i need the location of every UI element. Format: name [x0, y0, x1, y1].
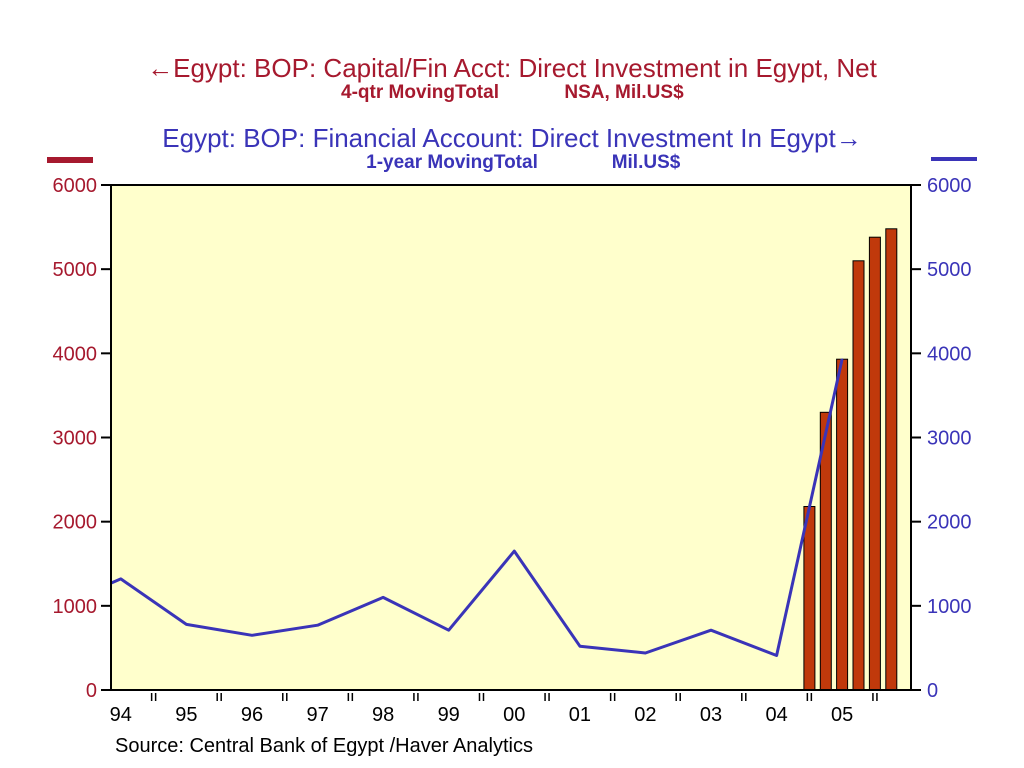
- title-right-main: Egypt: BOP: Financial Account: Direct In…: [162, 123, 861, 153]
- y-left-label-0: 0: [86, 680, 97, 702]
- y-left-label-5: 5000: [53, 259, 98, 281]
- line-point-8: [579, 645, 581, 647]
- line-point-12: [841, 358, 843, 361]
- x-tick-label-3: 97: [306, 704, 328, 726]
- line-point-5: [382, 596, 384, 599]
- bar-4: [868, 236, 881, 691]
- x-tick-label-11: 05: [831, 704, 853, 726]
- y-axis-left: 0 1000 2000 3000 4000 5000 6000: [53, 175, 111, 702]
- plot-area: [111, 185, 911, 690]
- line-point-9: [644, 652, 647, 654]
- x-tick-label-2: 96: [241, 704, 263, 726]
- x-tick-label-7: 01: [569, 704, 591, 726]
- source-note: Source: Central Bank of Egypt /Haver Ana…: [115, 735, 533, 757]
- x-tick-label-10: 04: [765, 704, 787, 726]
- legend-right: Egypt: BOP: Financial Account: Direct In…: [162, 123, 977, 173]
- line-point-7: [513, 550, 516, 552]
- line-point-1: [120, 578, 122, 580]
- y-right-label-6: 6000: [927, 175, 972, 197]
- title-right-text: Egypt: BOP: Financial Account: Direct In…: [162, 123, 836, 153]
- x-tick-label-4: 98: [372, 704, 394, 726]
- y-left-label-1: 1000: [53, 596, 98, 618]
- legend-swatch-line: [931, 157, 977, 161]
- y-right-label-4: 4000: [927, 343, 972, 365]
- left-arrow-icon: ←: [147, 53, 173, 83]
- bar-5: [885, 228, 898, 691]
- line-series: [110, 358, 844, 657]
- x-axis: 94 95 96 97 98 99 00 01 02 03 04 05: [110, 693, 878, 726]
- y-left-label-3: 3000: [53, 428, 98, 450]
- y-left-label-4: 4000: [53, 343, 98, 365]
- x-tick-label-6: 00: [503, 704, 525, 726]
- line-point-11: [775, 654, 778, 657]
- legend-left: ←Egypt: BOP: Capital/Fin Acct: Direct In…: [47, 53, 878, 163]
- bar-0: [803, 506, 816, 691]
- bar-2: [836, 358, 849, 691]
- line-point-4: [316, 624, 319, 626]
- right-arrow-icon: →: [836, 123, 862, 153]
- x-tick-label-9: 03: [700, 704, 722, 726]
- y-right-label-2: 2000: [927, 512, 972, 534]
- title-left-sub1: 4-qtr MovingTotal: [341, 82, 499, 103]
- y-left-label-6: 6000: [53, 175, 98, 197]
- title-left-main: ←Egypt: BOP: Capital/Fin Acct: Direct In…: [147, 53, 878, 83]
- y-right-label-5: 5000: [927, 259, 972, 281]
- bar-3: [852, 260, 865, 691]
- y-right-label-1: 1000: [927, 596, 972, 618]
- legend-swatch-bar: [47, 157, 93, 163]
- x-tick-label-0: 94: [110, 704, 132, 726]
- line-point-10: [710, 629, 712, 631]
- line-point-2: [185, 623, 188, 626]
- y-left-label-2: 2000: [53, 512, 98, 534]
- line-point-3: [251, 634, 253, 637]
- y-axis-right: 0 1000 2000 3000 4000 5000 6000: [911, 175, 972, 702]
- x-tick-label-5: 99: [438, 704, 460, 726]
- title-right-sub1: 1-year MovingTotal: [366, 152, 538, 173]
- y-right-label-0: 0: [927, 680, 938, 702]
- line-point-6: [447, 629, 450, 631]
- y-right-label-3: 3000: [927, 428, 972, 450]
- title-left-text: Egypt: BOP: Capital/Fin Acct: Direct Inv…: [173, 53, 878, 83]
- title-right-sub2: Mil.US$: [612, 152, 681, 173]
- x-tick-label-8: 02: [634, 704, 656, 726]
- title-left-sub2: NSA, Mil.US$: [564, 82, 684, 103]
- x-tick-label-1: 95: [175, 704, 197, 726]
